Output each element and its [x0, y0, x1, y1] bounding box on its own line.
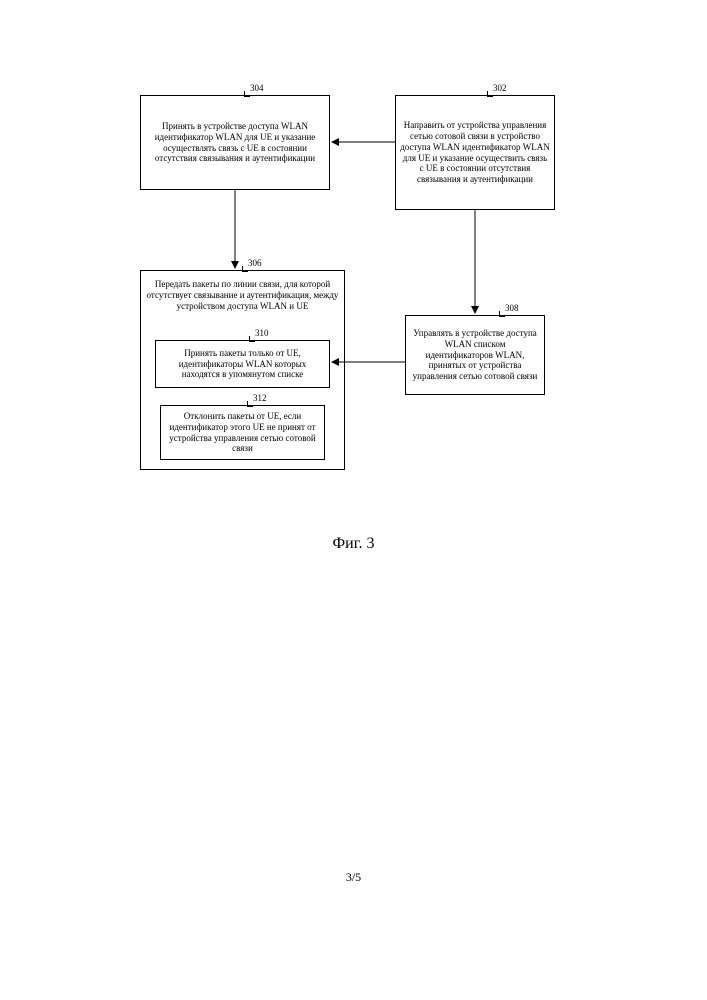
box-304-label: 304 — [250, 83, 264, 93]
box-302: Направить от устройства управления сетью… — [395, 95, 555, 210]
box-308-tick — [499, 311, 505, 317]
box-308: Управлять в устройстве доступа WLAN спис… — [405, 315, 545, 395]
box-308-text: Управлять в устройстве доступа WLAN спис… — [410, 328, 540, 382]
box-302-text: Направить от устройства управления сетью… — [400, 120, 550, 185]
box-312-label: 312 — [253, 393, 267, 403]
box-310-tick — [249, 336, 255, 342]
box-306-tick — [242, 266, 248, 272]
page-number: 3/5 — [0, 870, 707, 885]
box-306-text: Передать пакеты по линии связи, для кото… — [145, 279, 340, 311]
figure-caption: Фиг. 3 — [0, 535, 707, 553]
box-302-label: 302 — [493, 83, 507, 93]
box-304: Принять в устройстве доступа WLAN иденти… — [140, 95, 330, 190]
box-302-tick — [487, 91, 493, 97]
box-310-label: 310 — [255, 328, 269, 338]
box-304-tick — [244, 91, 250, 97]
box-312: Отклонить пакеты от UE, если идентификат… — [160, 405, 325, 460]
flowchart-container: Принять в устройстве доступа WLAN иденти… — [130, 80, 580, 500]
box-310: Принять пакеты только от UE, идентификат… — [155, 340, 330, 388]
box-312-tick — [247, 401, 253, 407]
box-310-text: Принять пакеты только от UE, идентификат… — [160, 348, 325, 380]
box-312-text: Отклонить пакеты от UE, если идентификат… — [165, 411, 320, 454]
box-304-text: Принять в устройстве доступа WLAN иденти… — [145, 121, 325, 164]
box-306-label: 306 — [248, 258, 262, 268]
box-308-label: 308 — [505, 303, 519, 313]
